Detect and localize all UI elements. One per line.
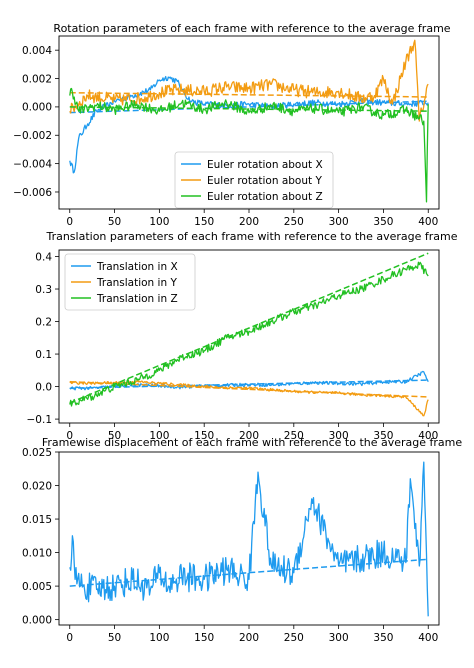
plot-area [69, 252, 429, 417]
x-tick-label: 0 [66, 632, 73, 644]
x-tick-label: 0 [66, 430, 73, 442]
x-tick-label: 300 [329, 430, 349, 442]
x-tick-label: 0 [66, 216, 73, 228]
plot-frame [58, 451, 440, 626]
x-tick-label: 100 [149, 632, 169, 644]
chart-title: Rotation parameters of each frame with r… [53, 22, 450, 35]
y-tick-label: −0.002 [13, 130, 52, 142]
x-tick-label: 350 [373, 430, 393, 442]
x-tick-label: 300 [329, 632, 349, 644]
plot-area [69, 461, 429, 617]
x-tick-label: 250 [284, 632, 304, 644]
y-tick-label: −0.006 [13, 187, 52, 199]
x-tick-label: 350 [373, 632, 393, 644]
chart-panel-3: Framewise displacement of each frame wit… [22, 436, 462, 644]
y-tick-label: 0.002 [22, 73, 52, 85]
y-tick-label: 0.0 [35, 381, 52, 393]
series-euler-rotation-about-y-line [69, 39, 429, 122]
x-tick-label: 200 [239, 216, 259, 228]
x-tick-label: 250 [284, 430, 304, 442]
series-translation-in-z-trend-line [69, 252, 429, 404]
x-tick-label: 50 [108, 216, 121, 228]
legend: Euler rotation about X Euler rotation abo… [174, 151, 334, 209]
legend: Translation in X Translation in Y Translat… [64, 253, 196, 311]
y-tick-label: 0.015 [22, 514, 52, 526]
x-tick-label: 50 [108, 632, 121, 644]
y-tick-label: 0.2 [35, 316, 52, 328]
x-tick-label: 250 [284, 216, 304, 228]
y-tick-label: 0.004 [22, 45, 52, 57]
legend-label: Translation in Y [96, 277, 177, 289]
y-tick-label: 0.000 [22, 614, 52, 626]
x-tick-label: 400 [418, 430, 438, 442]
x-tick-label: 100 [149, 430, 169, 442]
legend-label: Translation in X [96, 261, 178, 273]
legend-label: Euler rotation about Y [207, 175, 322, 187]
legend-box [174, 151, 334, 209]
x-tick-label: 400 [418, 216, 438, 228]
y-tick-label: 0.010 [22, 547, 52, 559]
series-euler-rotation-about-z-trend-line [69, 106, 429, 112]
chart-title: Translation parameters of each frame wit… [45, 230, 457, 243]
y-tick-label: 0.3 [35, 284, 52, 296]
plot-area [69, 39, 429, 203]
x-tick-label: 400 [418, 632, 438, 644]
y-tick-label: 0.1 [35, 349, 52, 361]
y-tick-label: −0.004 [13, 158, 52, 170]
x-tick-label: 200 [239, 632, 259, 644]
x-tick-label: 300 [329, 216, 349, 228]
series-translation-in-z-line [69, 261, 429, 407]
chart-panel-2: Translation parameters of each frame wit… [27, 230, 458, 442]
x-tick-label: 50 [108, 430, 121, 442]
chart-panel-1: Rotation parameters of each frame with r… [13, 22, 451, 228]
x-tick-label: 350 [373, 216, 393, 228]
y-tick-label: −0.1 [27, 414, 53, 426]
series-euler-rotation-about-y-trend-line [69, 91, 429, 98]
legend-box [64, 253, 196, 311]
series-euler-rotation-about-z-line [69, 87, 429, 203]
x-tick-label: 200 [239, 430, 259, 442]
y-tick-label: 0.025 [22, 447, 52, 459]
series-values-trend-line [69, 558, 429, 587]
series-values-line [69, 461, 429, 617]
x-tick-label: 100 [149, 216, 169, 228]
legend-label: Euler rotation about Z [207, 191, 323, 203]
y-tick-label: 0.4 [35, 251, 52, 263]
chart-title: Framewise displacement of each frame wit… [42, 436, 463, 449]
x-tick-label: 150 [194, 430, 214, 442]
x-tick-label: 150 [194, 632, 214, 644]
legend-label: Euler rotation about X [207, 159, 323, 171]
x-tick-label: 150 [194, 216, 214, 228]
series-translation-in-x-trend-line [69, 379, 429, 389]
y-tick-label: 0.020 [22, 480, 52, 492]
y-tick-label: 0.005 [22, 581, 52, 593]
series-euler-rotation-about-x-trend-line [69, 100, 429, 114]
legend-label: Translation in Z [96, 293, 178, 305]
y-tick-label: 0.000 [22, 102, 52, 114]
